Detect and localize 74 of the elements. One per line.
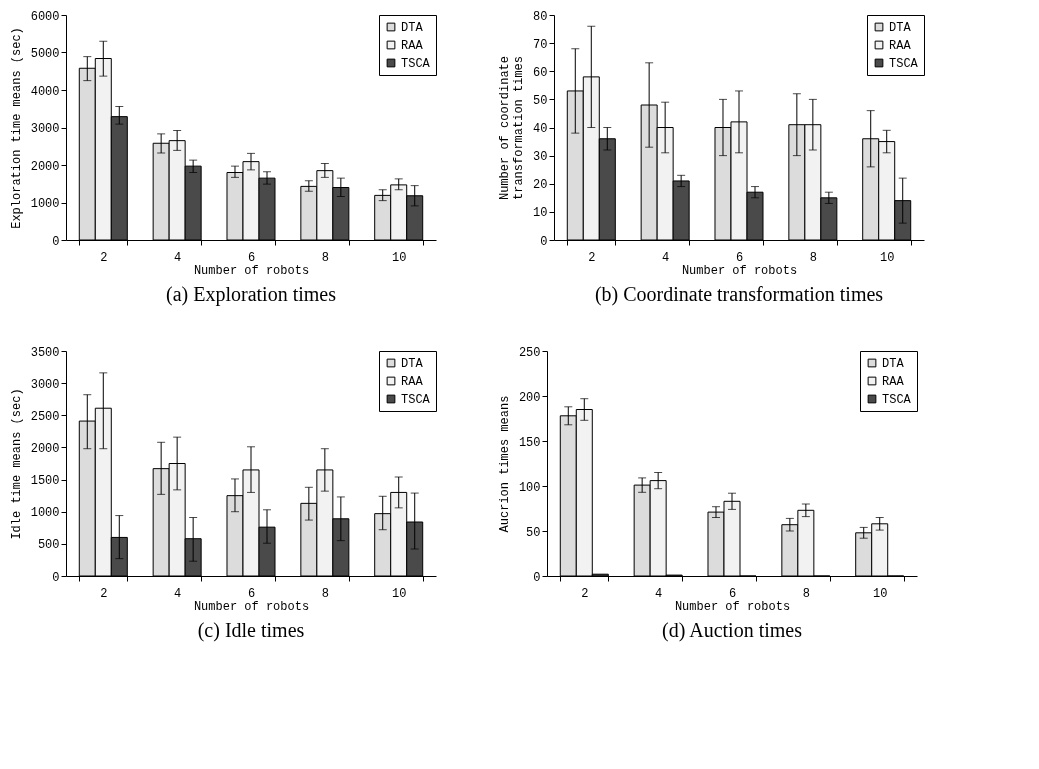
x-tick-label: 6 <box>247 586 256 601</box>
y-tick-label: 50 <box>526 525 541 540</box>
x-tick-label: 2 <box>100 586 108 601</box>
legend-label: RAA <box>882 375 905 389</box>
legend-label: TSCA <box>882 393 912 407</box>
x-tick-label: 8 <box>321 250 329 265</box>
y-tick-label: 3000 <box>30 122 60 136</box>
legend-label: TSCA <box>401 57 431 71</box>
x-tick-label: 6 <box>728 586 737 601</box>
y-tick-label: 70 <box>533 37 548 52</box>
y-tick-label: 4000 <box>30 84 60 99</box>
y-tick-label: 40 <box>533 122 548 136</box>
text: (a) Exploration times <box>166 283 337 306</box>
legend-label: TSCA <box>401 393 431 407</box>
x-tick-label: 2 <box>100 250 108 265</box>
y-tick-label: 500 <box>37 538 60 553</box>
y-tick-label: 250 <box>518 345 541 360</box>
y-axis-title: Aucrion times means <box>497 395 512 533</box>
x-tick-label: 2 <box>581 586 589 601</box>
y-tick-label: 20 <box>533 178 548 193</box>
legend-label: DTA <box>882 357 905 371</box>
text: (d) Auction times <box>662 619 803 642</box>
y-tick-label: 1000 <box>30 197 60 211</box>
y-tick-label: 0 <box>533 570 541 585</box>
x-axis-title: Number of robots <box>681 263 798 278</box>
y-tick-label: 200 <box>518 390 541 405</box>
legend-label: DTA <box>401 21 424 35</box>
legend-label: RAA <box>401 39 424 53</box>
x-tick-label: 10 <box>873 586 888 601</box>
legend-label: RAA <box>401 375 424 389</box>
legend-label: TSCA <box>889 57 919 71</box>
x-tick-label: 10 <box>392 250 407 265</box>
x-tick-label: 4 <box>655 586 663 601</box>
y-tick-label: 0 <box>540 234 548 249</box>
x-tick-label: 4 <box>662 250 670 265</box>
y-tick-label: 2500 <box>30 409 60 424</box>
y-axis-title: Exploration time means (sec) <box>9 27 24 229</box>
y-tick-label: 50 <box>533 93 548 108</box>
y-axis-title: Number of coordinate transformation times <box>498 55 527 201</box>
y-axis-title: Idle time means (sec) <box>9 388 24 540</box>
y-tick-label: 2000 <box>30 159 60 174</box>
y-tick-label: 10 <box>533 206 548 221</box>
y-tick-label: 80 <box>533 9 548 24</box>
y-tick-label: 3500 <box>30 345 60 360</box>
x-tick-label: 6 <box>247 250 256 265</box>
y-tick-label: 3000 <box>30 377 60 392</box>
x-tick-label: 4 <box>174 586 182 601</box>
y-tick-label: 0 <box>52 570 60 585</box>
x-tick-label: 8 <box>321 586 329 601</box>
x-tick-label: 8 <box>802 586 810 601</box>
y-tick-label: 1500 <box>30 474 60 489</box>
y-tick-label: 5000 <box>30 47 60 61</box>
x-tick-label: 10 <box>392 586 407 601</box>
x-axis-title: Number of robots <box>193 263 310 278</box>
x-tick-label: 10 <box>880 250 895 265</box>
legend-label: DTA <box>401 357 424 371</box>
x-tick-label: 8 <box>809 250 817 265</box>
y-tick-label: 150 <box>518 435 541 450</box>
y-tick-label: 1000 <box>30 506 60 521</box>
x-axis-title: Number of robots <box>193 599 310 614</box>
x-tick-label: 6 <box>735 250 744 265</box>
y-tick-label: 100 <box>518 480 541 495</box>
text: (b) Coordinate transformation times <box>594 283 884 306</box>
text: (c) Idle times <box>197 619 305 642</box>
legend-label: RAA <box>889 39 912 53</box>
y-tick-label: 60 <box>533 65 548 80</box>
y-tick-label: 6000 <box>30 9 60 24</box>
legend-label: DTA <box>889 21 912 35</box>
x-tick-label: 4 <box>174 250 182 265</box>
x-axis-title: Number of robots <box>674 599 791 614</box>
y-tick-label: 2000 <box>30 441 60 456</box>
x-tick-label: 2 <box>588 250 596 265</box>
y-tick-label: 30 <box>533 150 548 165</box>
y-tick-label: 0 <box>52 234 60 249</box>
